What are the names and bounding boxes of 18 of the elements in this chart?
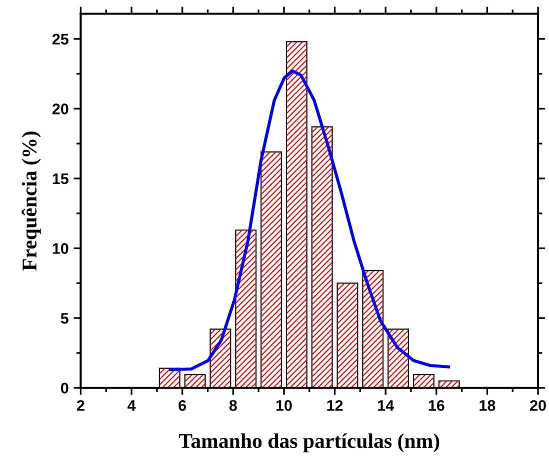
x-axis-title: Tamanho das partículas (nm)	[178, 433, 440, 452]
y-tick-label: 10	[52, 243, 68, 254]
x-tick-label: 16	[428, 400, 444, 411]
y-tick-label: 20	[52, 104, 68, 114]
y-tick-label: 5	[60, 313, 68, 324]
y-axis-title: Frequência (%)	[22, 132, 41, 271]
x-tick-label: 20	[530, 400, 546, 411]
x-tick-label: 10	[276, 400, 292, 411]
x-tick-label: 8	[229, 400, 237, 411]
x-tick-label: 14	[378, 400, 394, 411]
y-tick-label: 15	[52, 174, 68, 184]
x-tick-label: 6	[178, 400, 186, 411]
x-tick-label: 18	[480, 400, 496, 411]
y-tick-label: 0	[61, 382, 68, 394]
y-tick-label: 25	[52, 34, 68, 45]
x-tick-label: 4	[128, 400, 136, 411]
x-tick-label: 12	[327, 400, 343, 411]
x-tick-label: 2	[76, 400, 84, 411]
